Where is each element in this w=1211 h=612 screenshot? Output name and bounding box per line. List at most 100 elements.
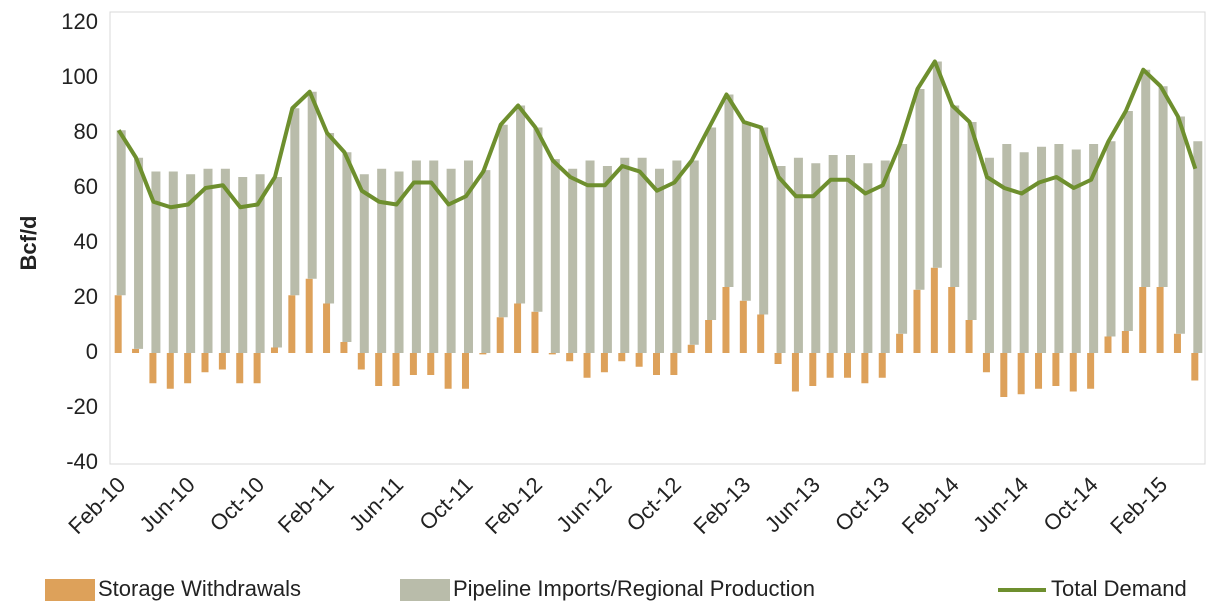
bar bbox=[1017, 353, 1025, 395]
y-tick-label: 60 bbox=[74, 174, 98, 199]
y-tick-label: -40 bbox=[66, 449, 98, 474]
bar bbox=[791, 353, 799, 392]
x-tick-label: Feb-13 bbox=[688, 472, 755, 539]
bar bbox=[359, 174, 369, 353]
bar bbox=[915, 89, 925, 290]
bar bbox=[846, 155, 856, 353]
bar bbox=[496, 317, 504, 353]
bar bbox=[739, 300, 747, 353]
bar bbox=[828, 155, 838, 353]
bar bbox=[134, 157, 144, 349]
bar bbox=[965, 320, 973, 353]
bar bbox=[429, 160, 439, 353]
bar bbox=[880, 160, 890, 353]
bar bbox=[1141, 69, 1151, 287]
bar bbox=[602, 166, 612, 353]
bar bbox=[446, 168, 456, 353]
bar bbox=[687, 344, 695, 353]
x-tick-label: Oct-14 bbox=[1038, 472, 1102, 536]
bar bbox=[653, 353, 660, 375]
bar bbox=[392, 353, 400, 386]
x-tick-label: Oct-12 bbox=[622, 472, 686, 536]
x-tick-label: Jun-11 bbox=[344, 472, 408, 536]
bar bbox=[340, 342, 348, 353]
bar bbox=[481, 170, 491, 353]
bar bbox=[1089, 144, 1099, 353]
x-tick-label: Feb-12 bbox=[480, 472, 547, 539]
bar bbox=[114, 295, 122, 353]
bar bbox=[1139, 287, 1147, 353]
bar bbox=[913, 289, 921, 353]
bar bbox=[566, 353, 574, 362]
x-tick-label: Feb-14 bbox=[897, 472, 964, 539]
bar bbox=[463, 160, 473, 353]
line bbox=[116, 59, 1198, 210]
bar bbox=[826, 353, 834, 378]
bar bbox=[620, 157, 630, 353]
bar bbox=[1087, 353, 1095, 389]
y-tick-label: 40 bbox=[74, 229, 98, 254]
bar bbox=[950, 105, 960, 287]
bar bbox=[533, 127, 543, 312]
bar bbox=[861, 353, 869, 384]
bar bbox=[394, 171, 404, 353]
bar bbox=[707, 127, 717, 320]
bar bbox=[411, 160, 421, 353]
x-tick-label: Feb-10 bbox=[63, 472, 130, 539]
y-tick-label: 80 bbox=[74, 119, 98, 144]
x-tick-label: Jun-14 bbox=[968, 472, 1033, 537]
bar bbox=[357, 353, 365, 370]
bar bbox=[670, 353, 678, 375]
x-tick-label: Feb-11 bbox=[273, 472, 339, 538]
bar bbox=[531, 311, 539, 353]
bar bbox=[1191, 353, 1199, 381]
bar bbox=[132, 348, 140, 353]
bar bbox=[967, 122, 977, 320]
bar bbox=[377, 168, 387, 353]
bar bbox=[342, 152, 352, 342]
legend-label: Total Demand bbox=[1051, 576, 1187, 601]
bar bbox=[898, 144, 908, 334]
bar bbox=[878, 353, 886, 378]
bar bbox=[305, 278, 313, 353]
bar bbox=[116, 130, 126, 296]
bar bbox=[655, 168, 664, 353]
bar bbox=[776, 166, 786, 353]
bar bbox=[689, 160, 699, 345]
bar bbox=[427, 353, 435, 375]
bar bbox=[1156, 287, 1164, 353]
bar bbox=[1054, 144, 1064, 353]
bar bbox=[637, 157, 647, 353]
bar bbox=[793, 157, 803, 353]
bar bbox=[1104, 336, 1112, 353]
bar bbox=[982, 353, 990, 373]
bar bbox=[1173, 333, 1181, 353]
bar bbox=[757, 314, 765, 353]
bar bbox=[220, 168, 230, 353]
bar bbox=[270, 347, 278, 353]
bar bbox=[896, 333, 904, 353]
bar bbox=[461, 353, 469, 389]
x-tick-label: Jun-12 bbox=[551, 472, 616, 537]
bar bbox=[932, 61, 942, 268]
bar bbox=[272, 177, 282, 348]
bar bbox=[722, 287, 730, 353]
bar bbox=[514, 303, 522, 353]
bar bbox=[184, 353, 192, 384]
bar bbox=[203, 168, 213, 353]
bar bbox=[238, 177, 248, 353]
y-tick-label: 20 bbox=[74, 284, 98, 309]
bar bbox=[1037, 146, 1047, 353]
y-tick-label: 0 bbox=[86, 339, 98, 364]
bar bbox=[1000, 353, 1008, 397]
bar bbox=[1071, 149, 1081, 353]
bar bbox=[585, 160, 595, 353]
bar bbox=[550, 159, 560, 353]
y-tick-label: 100 bbox=[61, 64, 98, 89]
bar bbox=[741, 122, 751, 301]
bar bbox=[600, 353, 608, 373]
bar bbox=[1193, 141, 1203, 353]
bar bbox=[375, 353, 383, 386]
bar bbox=[759, 127, 769, 315]
